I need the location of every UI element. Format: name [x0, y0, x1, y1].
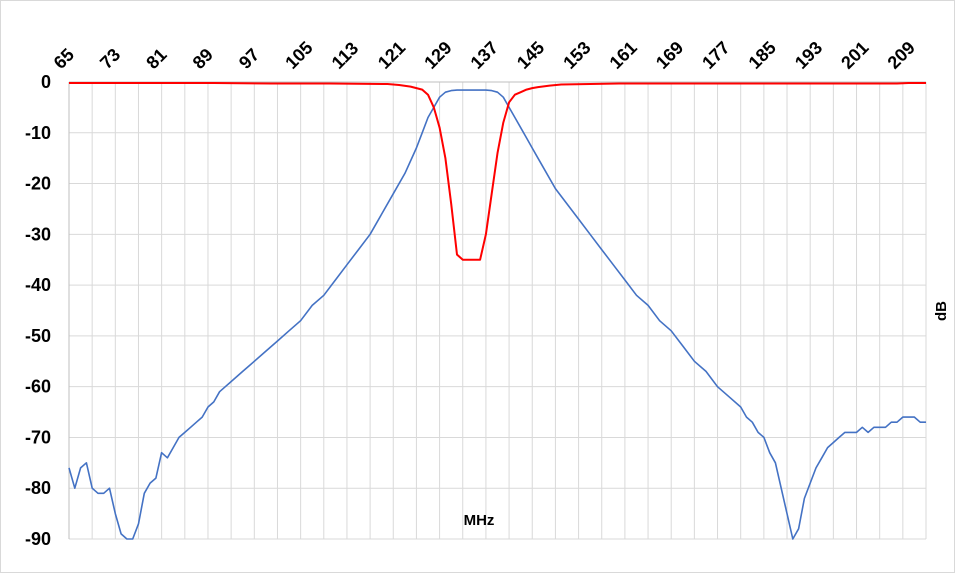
x-tick-labels: 65 73 81 89 97 105 113 121 129 137 145 153 161 169 177… — [50, 37, 919, 72]
x-tick-label: 97 — [235, 45, 263, 73]
y-tick-labels: 0 -10 -20 -30 -40 -50 -60 -70 -80 -90 — [25, 72, 51, 549]
x-axis-title: MHz — [464, 512, 495, 529]
x-tick-label: 177 — [698, 37, 733, 72]
x-tick-label: 209 — [884, 37, 919, 72]
y-tick-label: -10 — [25, 123, 51, 143]
x-tick-label: 73 — [96, 45, 124, 73]
y-tick-label: -80 — [25, 478, 51, 498]
x-tick-label: 185 — [745, 37, 780, 72]
x-tick-label: 193 — [791, 37, 826, 72]
series-line-2 — [69, 82, 926, 261]
x-tick-label: 145 — [513, 37, 548, 72]
x-tick-label: 153 — [559, 37, 594, 72]
grid-lines — [68, 81, 927, 540]
x-tick-label: 121 — [374, 37, 409, 72]
x-tick-label: 105 — [281, 37, 316, 72]
y-axis-title: dB — [933, 301, 950, 321]
x-tick-label: 113 — [328, 38, 363, 73]
y-tick-label: -20 — [25, 174, 51, 194]
y-tick-label: -30 — [25, 224, 51, 244]
x-tick-label: 81 — [142, 45, 170, 73]
y-tick-label: -40 — [25, 275, 51, 295]
series-line-1 — [68, 89, 926, 540]
y-tick-label: 0 — [41, 72, 51, 92]
x-tick-label: 129 — [420, 37, 455, 72]
x-tick-label: 65 — [50, 45, 78, 73]
y-tick-label: -50 — [25, 326, 51, 346]
y-tick-label: -90 — [25, 529, 51, 549]
x-tick-label: 89 — [189, 45, 217, 73]
series-lines — [68, 82, 926, 540]
x-tick-label: 169 — [652, 37, 687, 72]
y-tick-label: -70 — [25, 427, 51, 447]
x-tick-label: 201 — [837, 37, 872, 72]
y-tick-label: -60 — [25, 377, 51, 397]
x-tick-label: 137 — [467, 37, 502, 72]
x-tick-label: 161 — [606, 37, 641, 72]
